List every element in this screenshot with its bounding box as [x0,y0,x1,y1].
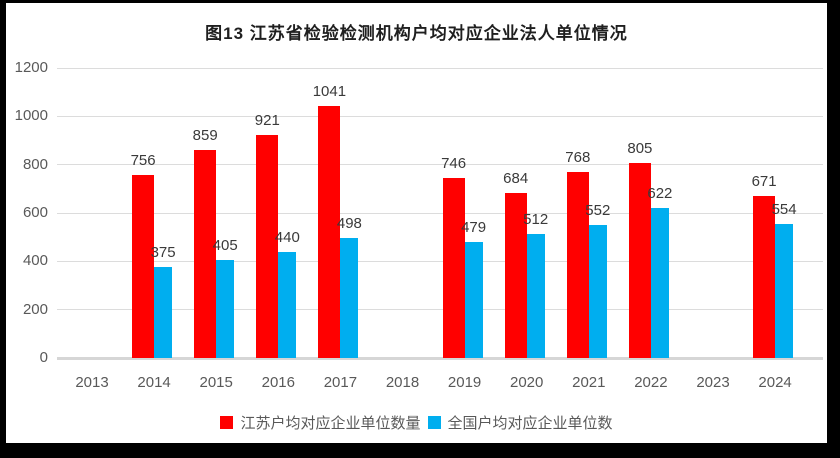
x-tick-label: 2021 [572,374,606,391]
gridline [57,309,823,311]
x-tick-label: 2023 [696,374,730,391]
bar-value-label: 552 [585,201,611,219]
x-tick-label: 2015 [199,374,233,391]
y-tick-label: 1000 [14,107,48,125]
bar-value-label: 756 [130,152,156,170]
bar-national-2024 [775,224,794,358]
x-axis-line [57,357,823,360]
chart-canvas: 图13 江苏省检验检测机构户均对应企业法人单位情况 0 200 400 600 800 1… [6,3,827,443]
bar-value-label: 805 [627,140,653,158]
bar-jiangsu-2016 [256,135,279,358]
chart-title: 图13 江苏省检验检测机构户均对应企业法人单位情况 [205,24,628,43]
x-tick-label: 2014 [137,374,171,391]
bar-value-label: 375 [150,244,176,262]
legend-swatch-national [427,416,441,429]
bar-jiangsu-2020 [504,192,527,358]
x-tick-label: 2016 [261,374,295,391]
x-tick-label: 2024 [758,374,792,391]
bar-jiangsu-2014 [132,175,155,358]
bar-national-2022 [650,207,669,358]
bar-value-label: 440 [274,228,300,246]
y-tick-label: 200 [22,300,48,318]
bar-value-label: 479 [461,219,487,237]
x-tick-label: 2019 [447,374,482,391]
bar-value-label: 746 [441,154,467,172]
gridline [57,260,823,262]
bar-value-label: 405 [212,237,238,255]
gridline [57,212,823,214]
bar-national-2021 [588,224,607,358]
y-tick-label: 400 [22,252,48,270]
y-tick-label: 800 [22,155,48,173]
bar-value-label: 768 [565,149,591,167]
gridline [57,67,823,69]
legend-swatch-jiangsu [220,416,234,429]
x-tick-label: 2022 [634,374,668,391]
bar-value-label: 1041 [312,83,347,101]
bar-value-label: 671 [751,172,777,190]
bar-national-2020 [526,234,545,358]
bar-jiangsu-2019 [442,177,465,358]
bar-jiangsu-2024 [753,195,776,358]
bar-national-2016 [278,251,297,358]
bar-value-label: 921 [254,112,280,130]
bar-jiangsu-2015 [194,150,217,358]
bar-national-2019 [464,242,483,358]
bar-value-label: 622 [647,184,673,202]
bar-value-label: 498 [336,214,362,232]
bar-jiangsu-2022 [628,163,651,358]
bar-value-label: 684 [503,169,529,187]
x-tick-label: 2020 [510,374,544,391]
y-tick-label: 600 [22,204,48,221]
legend-label-jiangsu: 江苏户均对应企业单位数量 [240,415,421,432]
gridline [57,164,823,166]
y-tick-label: 1200 [14,59,48,76]
legend: 江苏户均对应企业单位数量 全国户均对应企业单位数 [6,412,827,433]
x-tick-label: 2017 [323,374,358,391]
bar-jiangsu-2021 [566,172,589,358]
bar-value-label: 554 [771,201,797,219]
y-tick-label: 0 [39,349,48,366]
legend-label-national: 全国户均对应企业单位数 [447,415,613,432]
bar-value-label: 859 [192,127,218,145]
plot-area: 0 200 400 600 800 1000 1200 2013 2014 2015 2016 201… [15,59,823,391]
x-tick-label: 2018 [385,374,420,391]
bar-national-2014 [154,267,173,358]
bar-national-2017 [340,237,359,358]
gridline [57,115,823,117]
bar-value-label: 512 [523,211,549,229]
x-tick-label: 2013 [75,374,109,391]
bar-jiangsu-2017 [318,106,341,358]
bar-national-2015 [216,260,235,358]
